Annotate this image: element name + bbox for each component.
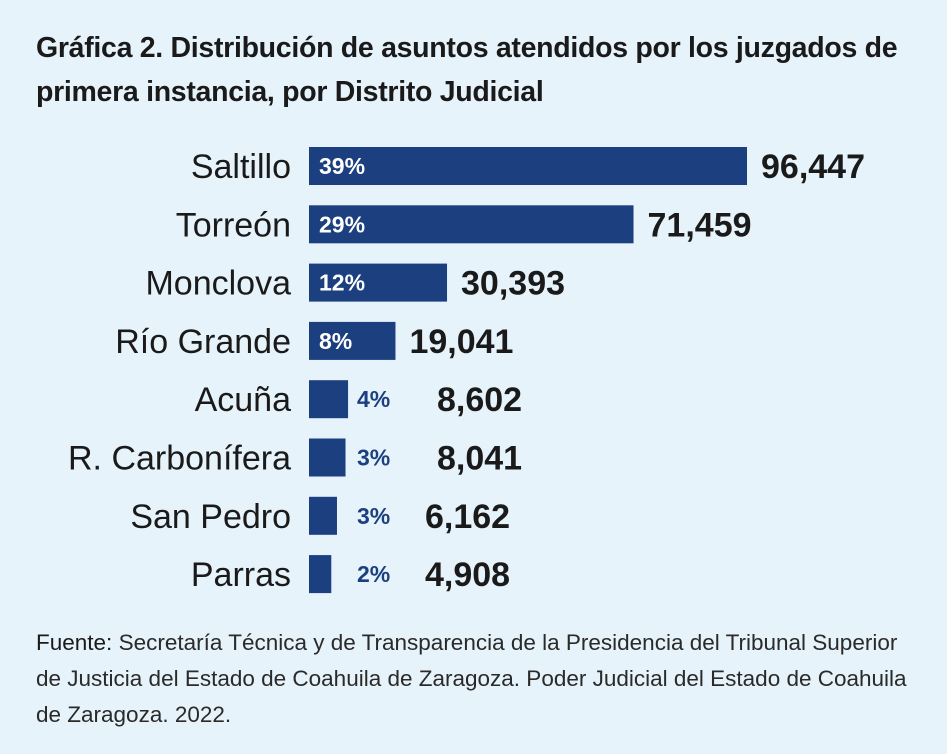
bar bbox=[309, 205, 634, 244]
chart-rows: Saltillo 39% 96,447 Torreón 29% 71,459 Monclov… bbox=[68, 147, 865, 594]
chart-title: Gráfica 2. Distribución de asuntos atend… bbox=[36, 32, 898, 108]
source-lead: Fuente: bbox=[36, 630, 113, 655]
value-label: 30,393 bbox=[461, 265, 565, 303]
bar bbox=[309, 321, 396, 360]
category-label: Parras bbox=[191, 556, 291, 594]
category-label: Acuña bbox=[195, 381, 291, 419]
source-note: Fuente: Secretaría Técnica y de Transpar… bbox=[36, 625, 926, 733]
value-label: 6,162 bbox=[425, 498, 510, 536]
value-label: 71,459 bbox=[648, 206, 752, 244]
bar-chart: Saltillo 39% 96,447 Torreón 29% 71,459 Monclov… bbox=[68, 147, 865, 594]
percent-label: 8% bbox=[319, 328, 352, 354]
percent-label: 39% bbox=[319, 153, 365, 179]
percent-label: 3% bbox=[357, 445, 390, 471]
bar bbox=[309, 263, 448, 302]
source-text: Secretaría Técnica y de Transparencia de… bbox=[36, 630, 907, 727]
category-label: R. Carbonífera bbox=[68, 440, 291, 478]
category-label: Monclova bbox=[145, 265, 291, 303]
percent-label: 2% bbox=[357, 561, 390, 587]
value-label: 96,447 bbox=[761, 148, 865, 186]
bar bbox=[309, 496, 337, 535]
bar bbox=[309, 147, 747, 185]
bar bbox=[309, 380, 349, 419]
category-label: Saltillo bbox=[191, 148, 291, 186]
percent-label: 29% bbox=[319, 211, 365, 237]
category-label: Torreón bbox=[176, 206, 291, 244]
percent-label: 3% bbox=[357, 503, 390, 529]
bar bbox=[309, 555, 332, 594]
value-label: 8,041 bbox=[437, 440, 522, 478]
percent-label: 12% bbox=[319, 270, 365, 296]
bar bbox=[309, 438, 346, 477]
category-label: Río Grande bbox=[115, 323, 291, 361]
value-label: 19,041 bbox=[409, 323, 513, 361]
value-label: 4,908 bbox=[425, 556, 510, 594]
percent-label: 4% bbox=[357, 386, 390, 412]
category-label: San Pedro bbox=[130, 498, 291, 536]
value-label: 8,602 bbox=[437, 381, 522, 419]
